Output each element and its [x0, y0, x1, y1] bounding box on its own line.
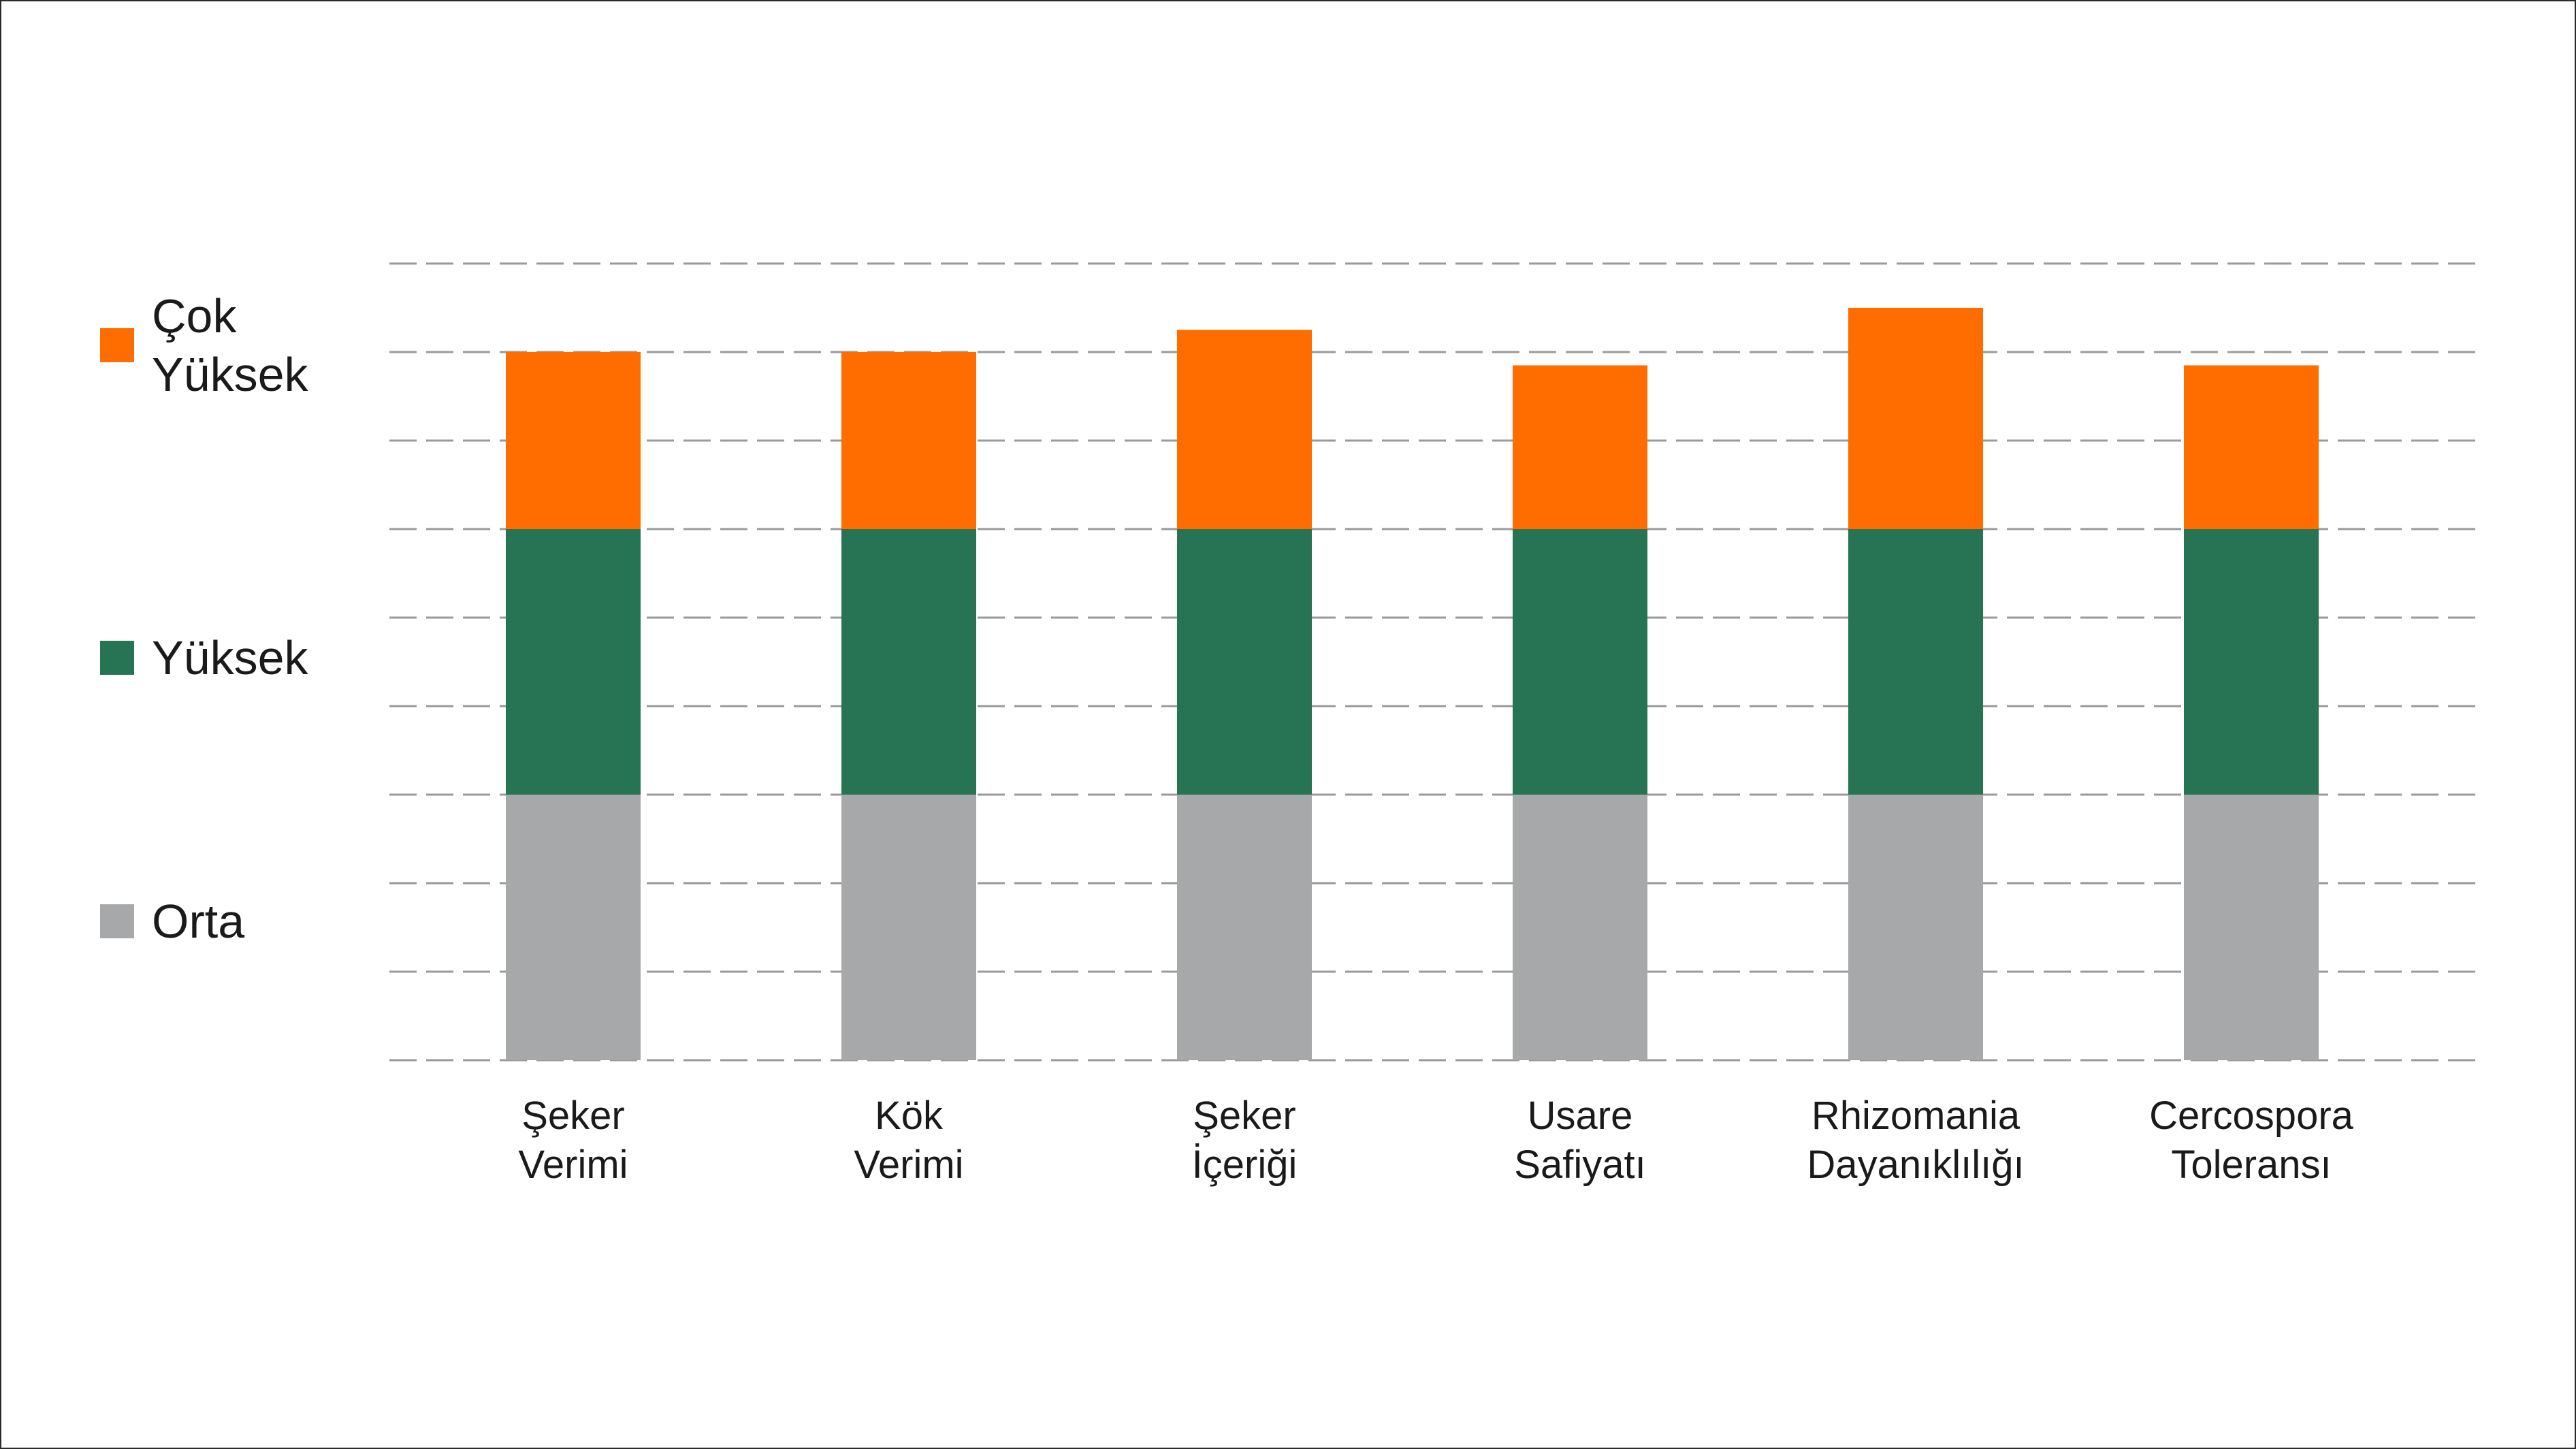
x-tick-label-line: Dayanıklılığı: [1807, 1143, 2024, 1187]
bar-segment-yuksek-2: [1177, 529, 1312, 795]
bar-segment-cok-yuksek-5: [2184, 365, 2319, 529]
x-tick-label-line: Toleransı: [2171, 1143, 2331, 1187]
x-tick-label-line: İçeriği: [1192, 1143, 1298, 1187]
x-tick-label-line: Usare: [1528, 1094, 1633, 1138]
bar-segment-cok-yuksek-1: [841, 352, 976, 529]
bar-segment-orta-0: [506, 795, 641, 1060]
legend-label-cok-yuksek: Çok Yüksek: [152, 289, 308, 401]
x-tick-label-3: Usare Safiyatı: [1514, 1094, 1645, 1187]
x-tick-labels: Şeker Verimi Kök Verimi Şeker İçeriği Usare Saf…: [518, 1094, 2353, 1187]
legend-item-yuksek: Yüksek: [100, 628, 308, 687]
x-tick-label-line: Şeker: [521, 1094, 625, 1138]
x-tick-label-5: Cercospora Toleransı: [2149, 1094, 2354, 1187]
x-tick-label-2: Şeker İçeriği: [1192, 1094, 1298, 1187]
x-tick-label-1: Kök Verimi: [854, 1094, 963, 1187]
bar-segment-yuksek-4: [1848, 529, 1983, 795]
bar-segment-yuksek-3: [1513, 529, 1647, 795]
bar-segment-cok-yuksek-3: [1513, 365, 1647, 529]
legend-label-orta: Orta: [152, 895, 245, 948]
x-tick-label-4: Rhizomania Dayanıklılığı: [1807, 1094, 2024, 1187]
bar-segment-cok-yuksek-4: [1848, 308, 1983, 529]
bar-segment-orta-4: [1848, 795, 1983, 1060]
bar-segment-orta-1: [841, 795, 976, 1060]
x-tick-label-line: Verimi: [854, 1143, 963, 1187]
x-tick-label-line: Kök: [875, 1094, 944, 1138]
bars: [506, 308, 2319, 1060]
legend-item-cok-yuksek: Çok Yüksek: [100, 287, 308, 404]
legend: Çok Yüksek Yüksek Orta: [1, 1, 383, 1448]
bar-segment-cok-yuksek-0: [506, 352, 641, 529]
x-tick-label-line: Şeker: [1193, 1094, 1296, 1138]
legend-item-orta: Orta: [100, 892, 244, 951]
legend-swatch-orta: [100, 904, 134, 938]
bar-segment-yuksek-5: [2184, 529, 2319, 795]
bar-segment-orta-5: [2184, 795, 2319, 1060]
grid-lines: [389, 262, 2477, 1062]
x-tick-label-line: Verimi: [518, 1143, 628, 1187]
x-tick-label-line: Safiyatı: [1514, 1143, 1645, 1187]
x-tick-label-0: Şeker Verimi: [518, 1094, 628, 1187]
bar-segment-orta-3: [1513, 795, 1647, 1060]
bar-segment-orta-2: [1177, 795, 1312, 1060]
x-tick-label-line: Cercospora: [2149, 1094, 2354, 1138]
legend-label-yuksek: Yüksek: [152, 631, 308, 684]
bar-segment-cok-yuksek-2: [1177, 330, 1312, 529]
legend-swatch-yuksek: [100, 641, 134, 675]
x-tick-label-line: Rhizomania: [1812, 1094, 2020, 1138]
legend-swatch-cok-yuksek: [100, 328, 134, 362]
bar-segment-yuksek-0: [506, 529, 641, 795]
bar-segment-yuksek-1: [841, 529, 976, 795]
